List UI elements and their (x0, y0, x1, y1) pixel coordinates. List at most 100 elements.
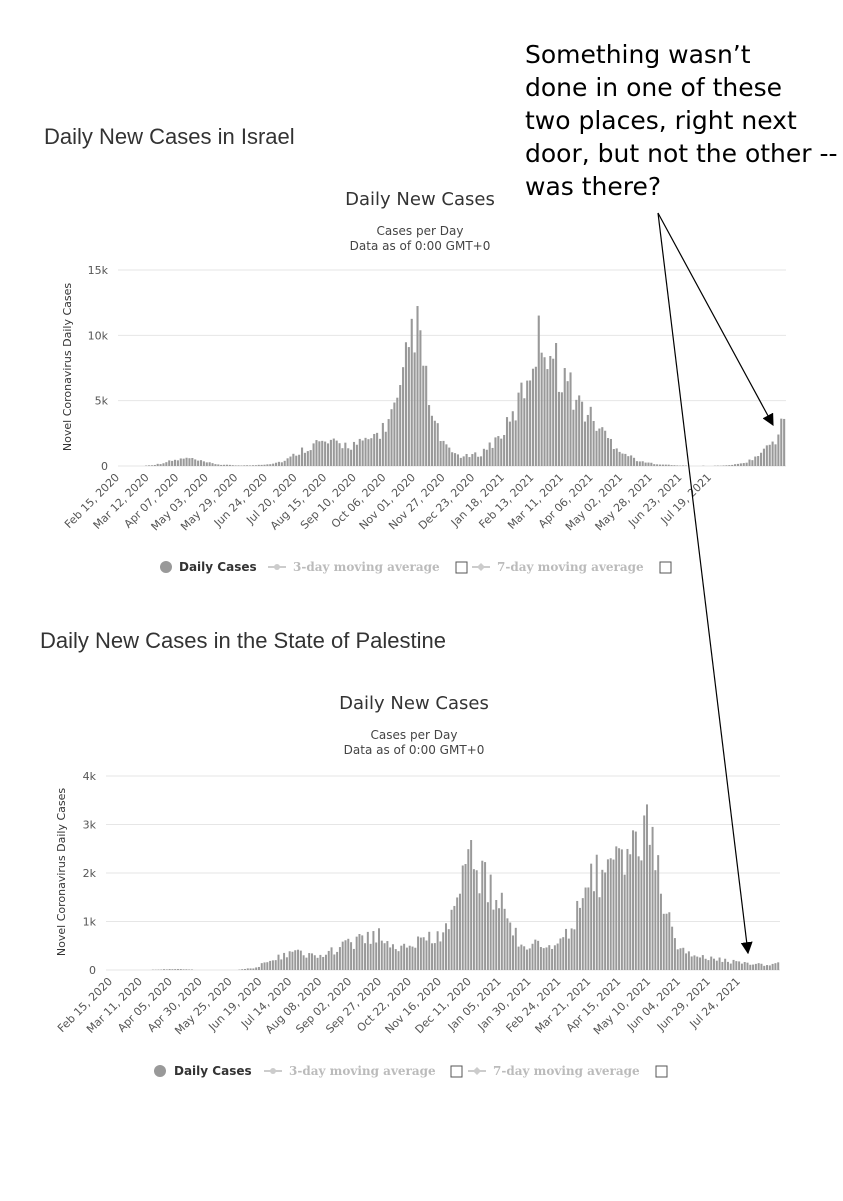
bar[interactable] (185, 457, 188, 466)
bar[interactable] (249, 465, 252, 466)
bar[interactable] (745, 462, 748, 466)
bar[interactable] (244, 968, 246, 970)
bar[interactable] (168, 969, 171, 970)
bar[interactable] (338, 947, 341, 970)
bar[interactable] (176, 460, 179, 466)
bar[interactable] (263, 464, 266, 466)
bar[interactable] (566, 381, 569, 466)
bar[interactable] (682, 465, 685, 466)
bar[interactable] (710, 956, 713, 970)
bar[interactable] (205, 462, 208, 466)
bar[interactable] (630, 455, 633, 466)
bar[interactable] (263, 962, 266, 970)
bar[interactable] (495, 900, 498, 970)
bar[interactable] (330, 947, 333, 970)
bar[interactable] (679, 948, 682, 970)
bar[interactable] (375, 942, 378, 971)
bar[interactable] (771, 963, 774, 970)
bar[interactable] (579, 907, 581, 970)
bar[interactable] (569, 372, 572, 466)
legend-daily-cases[interactable]: Daily Cases (174, 1064, 252, 1078)
bar[interactable] (350, 942, 353, 970)
bar[interactable] (202, 461, 205, 466)
bar[interactable] (252, 968, 255, 970)
bar[interactable] (609, 858, 612, 970)
bar[interactable] (783, 418, 786, 466)
bar[interactable] (656, 464, 659, 466)
bar[interactable] (306, 451, 309, 466)
bar[interactable] (623, 874, 626, 970)
bar[interactable] (386, 941, 389, 970)
bar[interactable] (389, 947, 392, 970)
bar[interactable] (607, 438, 610, 466)
bar[interactable] (214, 464, 217, 466)
bar[interactable] (583, 421, 586, 466)
bar[interactable] (763, 965, 766, 970)
bar[interactable] (673, 938, 676, 970)
bar[interactable] (757, 963, 760, 970)
bar[interactable] (601, 427, 604, 466)
bar[interactable] (408, 945, 411, 970)
bar[interactable] (454, 453, 457, 466)
bar[interactable] (488, 442, 491, 466)
bar[interactable] (397, 951, 400, 970)
bar[interactable] (629, 854, 632, 970)
bar[interactable] (471, 454, 474, 466)
bar[interactable] (391, 944, 394, 970)
bar[interactable] (760, 963, 763, 970)
bar[interactable] (670, 465, 673, 466)
bar[interactable] (352, 441, 356, 466)
bar[interactable] (295, 455, 298, 466)
bar[interactable] (671, 926, 674, 970)
bar[interactable] (383, 943, 386, 970)
bar[interactable] (707, 960, 710, 970)
bar[interactable] (350, 449, 353, 466)
bar[interactable] (453, 905, 456, 970)
bar[interactable] (668, 912, 671, 970)
bar[interactable] (171, 460, 174, 466)
bar[interactable] (162, 463, 165, 466)
bar[interactable] (326, 443, 330, 466)
bar[interactable] (269, 960, 272, 970)
bar[interactable] (584, 887, 587, 970)
bar[interactable] (399, 385, 402, 466)
bar[interactable] (553, 945, 556, 970)
bar[interactable] (690, 956, 693, 970)
bar[interactable] (546, 369, 549, 466)
bar[interactable] (665, 913, 668, 970)
bar[interactable] (255, 967, 258, 970)
bar[interactable] (208, 462, 211, 466)
bar[interactable] (309, 450, 312, 466)
bar[interactable] (165, 969, 168, 970)
bar[interactable] (713, 958, 715, 970)
bar[interactable] (329, 439, 332, 466)
bar[interactable] (396, 397, 399, 466)
bar[interactable] (581, 898, 584, 970)
bar[interactable] (528, 948, 531, 970)
bar[interactable] (292, 453, 295, 466)
bar[interactable] (370, 438, 373, 466)
bar[interactable] (378, 928, 380, 970)
bar[interactable] (456, 454, 459, 466)
bar[interactable] (355, 444, 358, 466)
bar[interactable] (557, 391, 561, 466)
bar[interactable] (729, 963, 732, 970)
bar[interactable] (552, 358, 555, 466)
bar[interactable] (302, 955, 305, 970)
bar[interactable] (774, 444, 777, 466)
bar[interactable] (390, 409, 393, 466)
bar[interactable] (475, 870, 478, 970)
bar[interactable] (393, 402, 396, 466)
bar[interactable] (531, 943, 534, 970)
bar[interactable] (402, 367, 405, 466)
bar[interactable] (762, 448, 765, 466)
bar[interactable] (676, 465, 679, 466)
legend-3day-average[interactable]: 3-day moving average (289, 1064, 436, 1078)
bar[interactable] (336, 951, 339, 970)
bar[interactable] (465, 453, 468, 466)
bar[interactable] (316, 957, 319, 970)
bar[interactable] (768, 444, 771, 466)
bar[interactable] (153, 464, 156, 466)
bar[interactable] (551, 948, 554, 970)
bar[interactable] (197, 460, 200, 466)
